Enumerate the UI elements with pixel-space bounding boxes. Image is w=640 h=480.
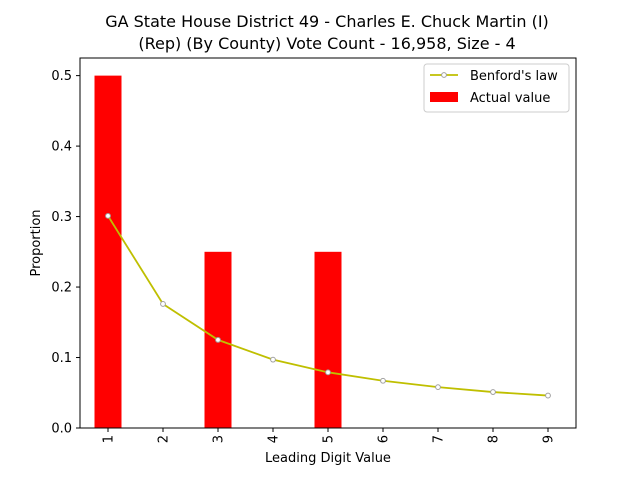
benford-point-3 (215, 337, 221, 343)
benford-point-7 (435, 384, 441, 391)
benford-point-8 (490, 389, 496, 395)
bar-digit-5 (314, 251, 342, 428)
x-axis: 1 2 3 4 5 6 7 8 9 (102, 428, 557, 443)
bar-series (94, 75, 342, 428)
benford-point-5 (325, 369, 331, 376)
x-tick-label-1: 1 (102, 435, 117, 443)
y-tick-label: 0.5 (51, 69, 72, 84)
legend: Benford's law Actual value (423, 63, 570, 113)
x-tick-label-9: 9 (542, 435, 557, 443)
benford-point-4 (270, 356, 276, 363)
legend-line-marker (441, 72, 447, 78)
x-tick-label-6: 6 (377, 435, 392, 443)
x-axis-label: Leading Digit Value (265, 451, 391, 466)
y-axis-label: Proportion (29, 209, 44, 276)
legend-bar-swatch (430, 92, 458, 102)
legend-label-benford: Benford's law (470, 69, 558, 84)
x-tick-label-7: 7 (432, 435, 447, 443)
chart-title-line-1: GA State House District 49 - Charles E. … (105, 12, 549, 31)
x-tick-label-8: 8 (487, 435, 502, 443)
x-tick-label-2: 2 (157, 435, 172, 443)
y-tick-label: 0.4 (51, 140, 72, 155)
chart-title-line-2: (Rep) (By County) Vote Count - 16,958, S… (138, 34, 515, 53)
benford-point-9 (545, 392, 551, 399)
benford-point-1 (105, 212, 111, 219)
y-tick-label: 0.2 (51, 281, 72, 296)
x-tick-label-3: 3 (212, 435, 227, 443)
bar-digit-1 (94, 75, 122, 428)
legend-label-actual: Actual value (470, 91, 550, 106)
x-tick-label-4: 4 (267, 435, 282, 443)
y-tick-label: 0.0 (51, 422, 72, 437)
x-tick-label-5: 5 (322, 435, 337, 443)
legend-box (423, 63, 570, 113)
y-axis: 0.0 0.1 0.2 0.3 0.4 0.5 (51, 69, 80, 437)
benford-point-2 (160, 301, 166, 307)
y-tick-label: 0.1 (51, 351, 72, 366)
benford-point-6 (380, 377, 386, 384)
line-series (105, 212, 551, 399)
y-tick-label: 0.3 (51, 210, 72, 225)
